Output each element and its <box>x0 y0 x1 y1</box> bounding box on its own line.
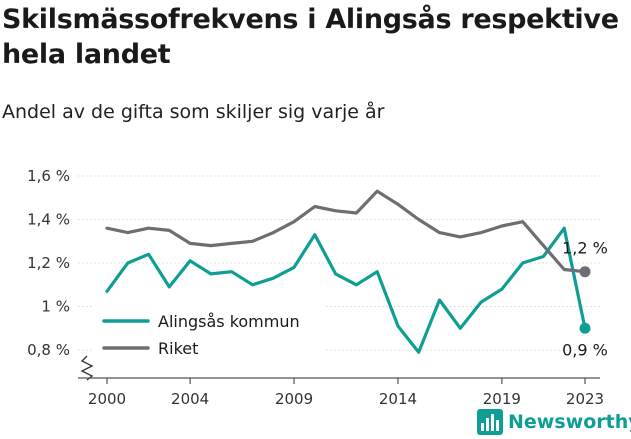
x-tick-label: 2000 <box>88 390 126 408</box>
legend-label: Riket <box>158 339 198 358</box>
legend: Alingsås kommun Riket <box>94 300 324 368</box>
x-tick-label: 2019 <box>483 390 521 408</box>
end-point <box>579 266 591 278</box>
x-tick-label: 2004 <box>171 390 209 408</box>
x-axis: 2000 2004 2009 2014 2019 2023 <box>78 355 604 408</box>
end-point <box>579 322 591 334</box>
series-line <box>105 189 587 274</box>
gridlines <box>78 175 600 351</box>
chart-subtitle: Andel av de gifta som skiljer sig varje … <box>2 101 385 123</box>
end-value-label: 0,9 % <box>562 340 608 359</box>
y-axis-tick-labels: 0,8 % 1 % 1,2 % 1,4 % 1,6 % <box>27 167 70 359</box>
y-tick-label: 1 % <box>41 298 70 316</box>
axis-break-icon <box>80 355 94 381</box>
y-tick-label: 1,4 % <box>27 211 70 229</box>
newsworthy-logo: Newsworthy <box>476 408 631 436</box>
chart-title: Skilsmässofrekvens i Alingsås respektive… <box>2 4 619 70</box>
series-line <box>105 226 587 354</box>
end-labels: 0,9 % 1,2 % <box>562 239 608 360</box>
legend-background <box>94 300 324 368</box>
x-tick-label: 2023 <box>566 390 604 408</box>
x-tick-label: 2014 <box>379 390 417 408</box>
brand-name: Newsworthy <box>508 411 631 433</box>
end-value-label: 1,2 % <box>562 239 608 258</box>
y-tick-label: 0,8 % <box>27 341 70 359</box>
y-tick-label: 1,6 % <box>27 167 70 185</box>
legend-label: Alingsås kommun <box>158 312 300 331</box>
series-lines <box>105 189 591 354</box>
bar-chart-logo-icon <box>477 409 503 435</box>
y-tick-label: 1,2 % <box>27 254 70 272</box>
x-tick-label: 2009 <box>275 390 313 408</box>
